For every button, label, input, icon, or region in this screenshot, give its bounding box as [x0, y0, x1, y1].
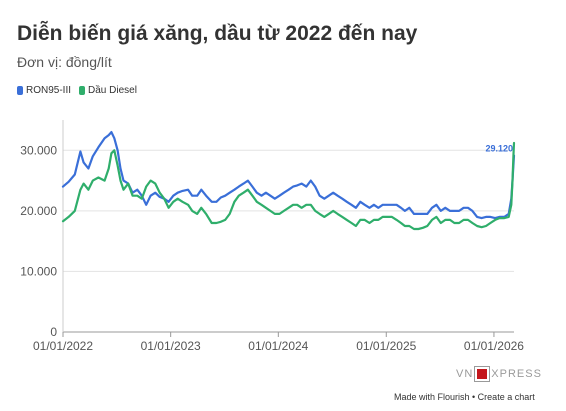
chart-title: Diễn biến giá xăng, dầu từ 2022 đến nay: [17, 22, 418, 45]
x-tick-label: 01/01/2026: [464, 339, 524, 353]
legend-label-ron95: RON95-III: [26, 85, 72, 96]
series-line-ron95: [61, 131, 516, 220]
x-tick-label: 01/01/2024: [248, 339, 308, 353]
legend-label-diesel: Dầu Diesel: [88, 85, 137, 96]
y-tick-label: 10.000: [20, 264, 57, 278]
legend-item-ron95[interactable]: RON95-III: [17, 85, 71, 96]
y-tick-label: 0: [50, 325, 57, 339]
legend-item-diesel[interactable]: Dầu Diesel: [79, 85, 137, 96]
chart-subtitle: Đơn vị: đồng/lít: [17, 54, 112, 70]
x-tick-label: 01/01/2023: [141, 339, 201, 353]
legend: RON95-III Dầu Diesel: [17, 85, 137, 96]
vnexpress-logo: VN XPRESS: [456, 366, 542, 382]
y-tick-label: 20.000: [20, 204, 57, 218]
legend-swatch-ron95: [17, 86, 23, 95]
flourish-credit[interactable]: Made with Flourish • Create a chart: [394, 392, 535, 402]
legend-swatch-diesel: [79, 86, 86, 95]
end-value-label: 29.120: [485, 144, 513, 154]
x-tick-label: 01/01/2025: [356, 339, 416, 353]
series-line-diesel: [61, 141, 516, 231]
x-tick-label: 01/01/2022: [33, 339, 93, 353]
y-tick-label: 30.000: [20, 143, 57, 157]
